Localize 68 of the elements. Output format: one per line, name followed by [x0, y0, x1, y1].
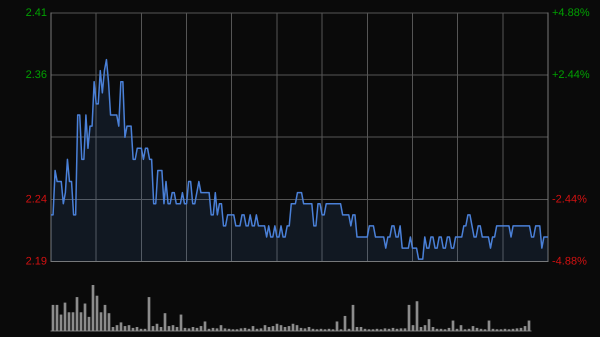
bar	[216, 328, 218, 331]
bar	[116, 325, 118, 331]
y2-tick-label: +2.44%	[552, 69, 590, 82]
bar	[92, 285, 94, 331]
bar	[528, 320, 530, 331]
bar	[344, 316, 346, 331]
y2-tick-label: -4.88%	[552, 255, 588, 268]
bar	[188, 328, 190, 331]
bar	[304, 328, 306, 331]
bar	[104, 304, 106, 331]
bar	[360, 326, 362, 331]
y-tick-label: 2.36	[26, 69, 47, 82]
bar	[192, 326, 194, 331]
bar	[284, 326, 286, 331]
bar	[416, 301, 418, 331]
y-tick-label: 2.19	[26, 255, 47, 268]
bar	[488, 320, 490, 331]
bar	[408, 304, 410, 331]
bar	[300, 328, 302, 331]
bar	[76, 297, 78, 331]
bar	[472, 326, 474, 331]
bar	[180, 314, 182, 331]
bar	[268, 326, 270, 331]
bar	[460, 325, 462, 331]
bar	[220, 325, 222, 331]
bar	[172, 325, 174, 331]
bar	[276, 324, 278, 331]
bar	[292, 324, 294, 331]
bar	[252, 326, 254, 331]
bar	[84, 304, 86, 331]
bar	[516, 328, 518, 331]
bar	[120, 322, 122, 331]
y-tick-label: 2.24	[26, 193, 47, 206]
bar	[280, 325, 282, 331]
bar	[240, 328, 242, 331]
bar	[400, 328, 402, 331]
bar	[336, 321, 338, 331]
bar	[392, 328, 394, 331]
bar	[212, 328, 214, 331]
bar	[288, 326, 290, 331]
bar	[308, 326, 310, 331]
bar	[148, 297, 150, 331]
bar	[64, 302, 66, 331]
y2-tick-label: -2.44%	[552, 193, 588, 206]
bar	[128, 325, 130, 331]
bar	[296, 325, 298, 331]
y2-tick-label: +4.88%	[552, 7, 590, 20]
y-tick-label: 2.41	[26, 7, 47, 20]
bar	[156, 324, 158, 331]
bar	[264, 325, 266, 331]
bar	[204, 321, 206, 331]
bar	[272, 326, 274, 331]
bar	[452, 320, 454, 331]
bar	[224, 328, 226, 331]
bar	[476, 328, 478, 331]
bar	[260, 328, 262, 331]
bar	[384, 328, 386, 331]
bar	[52, 304, 54, 331]
bar	[352, 304, 354, 331]
bar	[56, 304, 58, 331]
bar	[196, 328, 198, 331]
bar	[164, 313, 166, 331]
bar	[520, 328, 522, 331]
bar	[132, 328, 134, 331]
bar	[244, 328, 246, 331]
bar	[124, 326, 126, 331]
bar	[136, 326, 138, 331]
bar	[428, 319, 430, 331]
